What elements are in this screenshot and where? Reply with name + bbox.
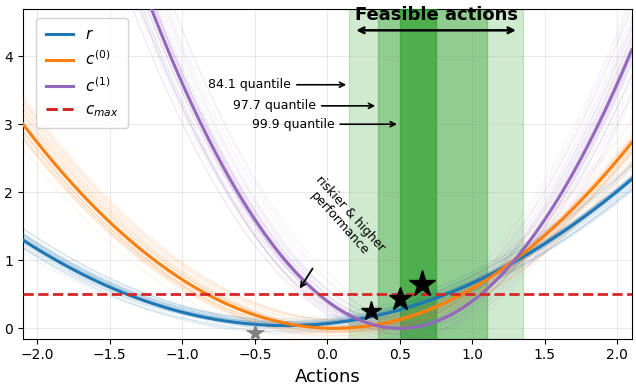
- Text: 99.9 quantile: 99.9 quantile: [252, 118, 395, 131]
- Text: 97.7 quantile: 97.7 quantile: [233, 99, 373, 112]
- Bar: [349, 9, 523, 339]
- X-axis label: Actions: Actions: [294, 368, 360, 386]
- Text: riskier & higher
performance: riskier & higher performance: [301, 173, 387, 287]
- Bar: [378, 9, 487, 339]
- Bar: [400, 9, 436, 339]
- Text: Feasible actions: Feasible actions: [354, 5, 518, 23]
- Legend: $r$, $c^{(0)}$, $c^{(1)}$, $c_{max}$: $r$, $c^{(0)}$, $c^{(1)}$, $c_{max}$: [36, 18, 128, 128]
- Text: 84.1 quantile: 84.1 quantile: [209, 78, 345, 91]
